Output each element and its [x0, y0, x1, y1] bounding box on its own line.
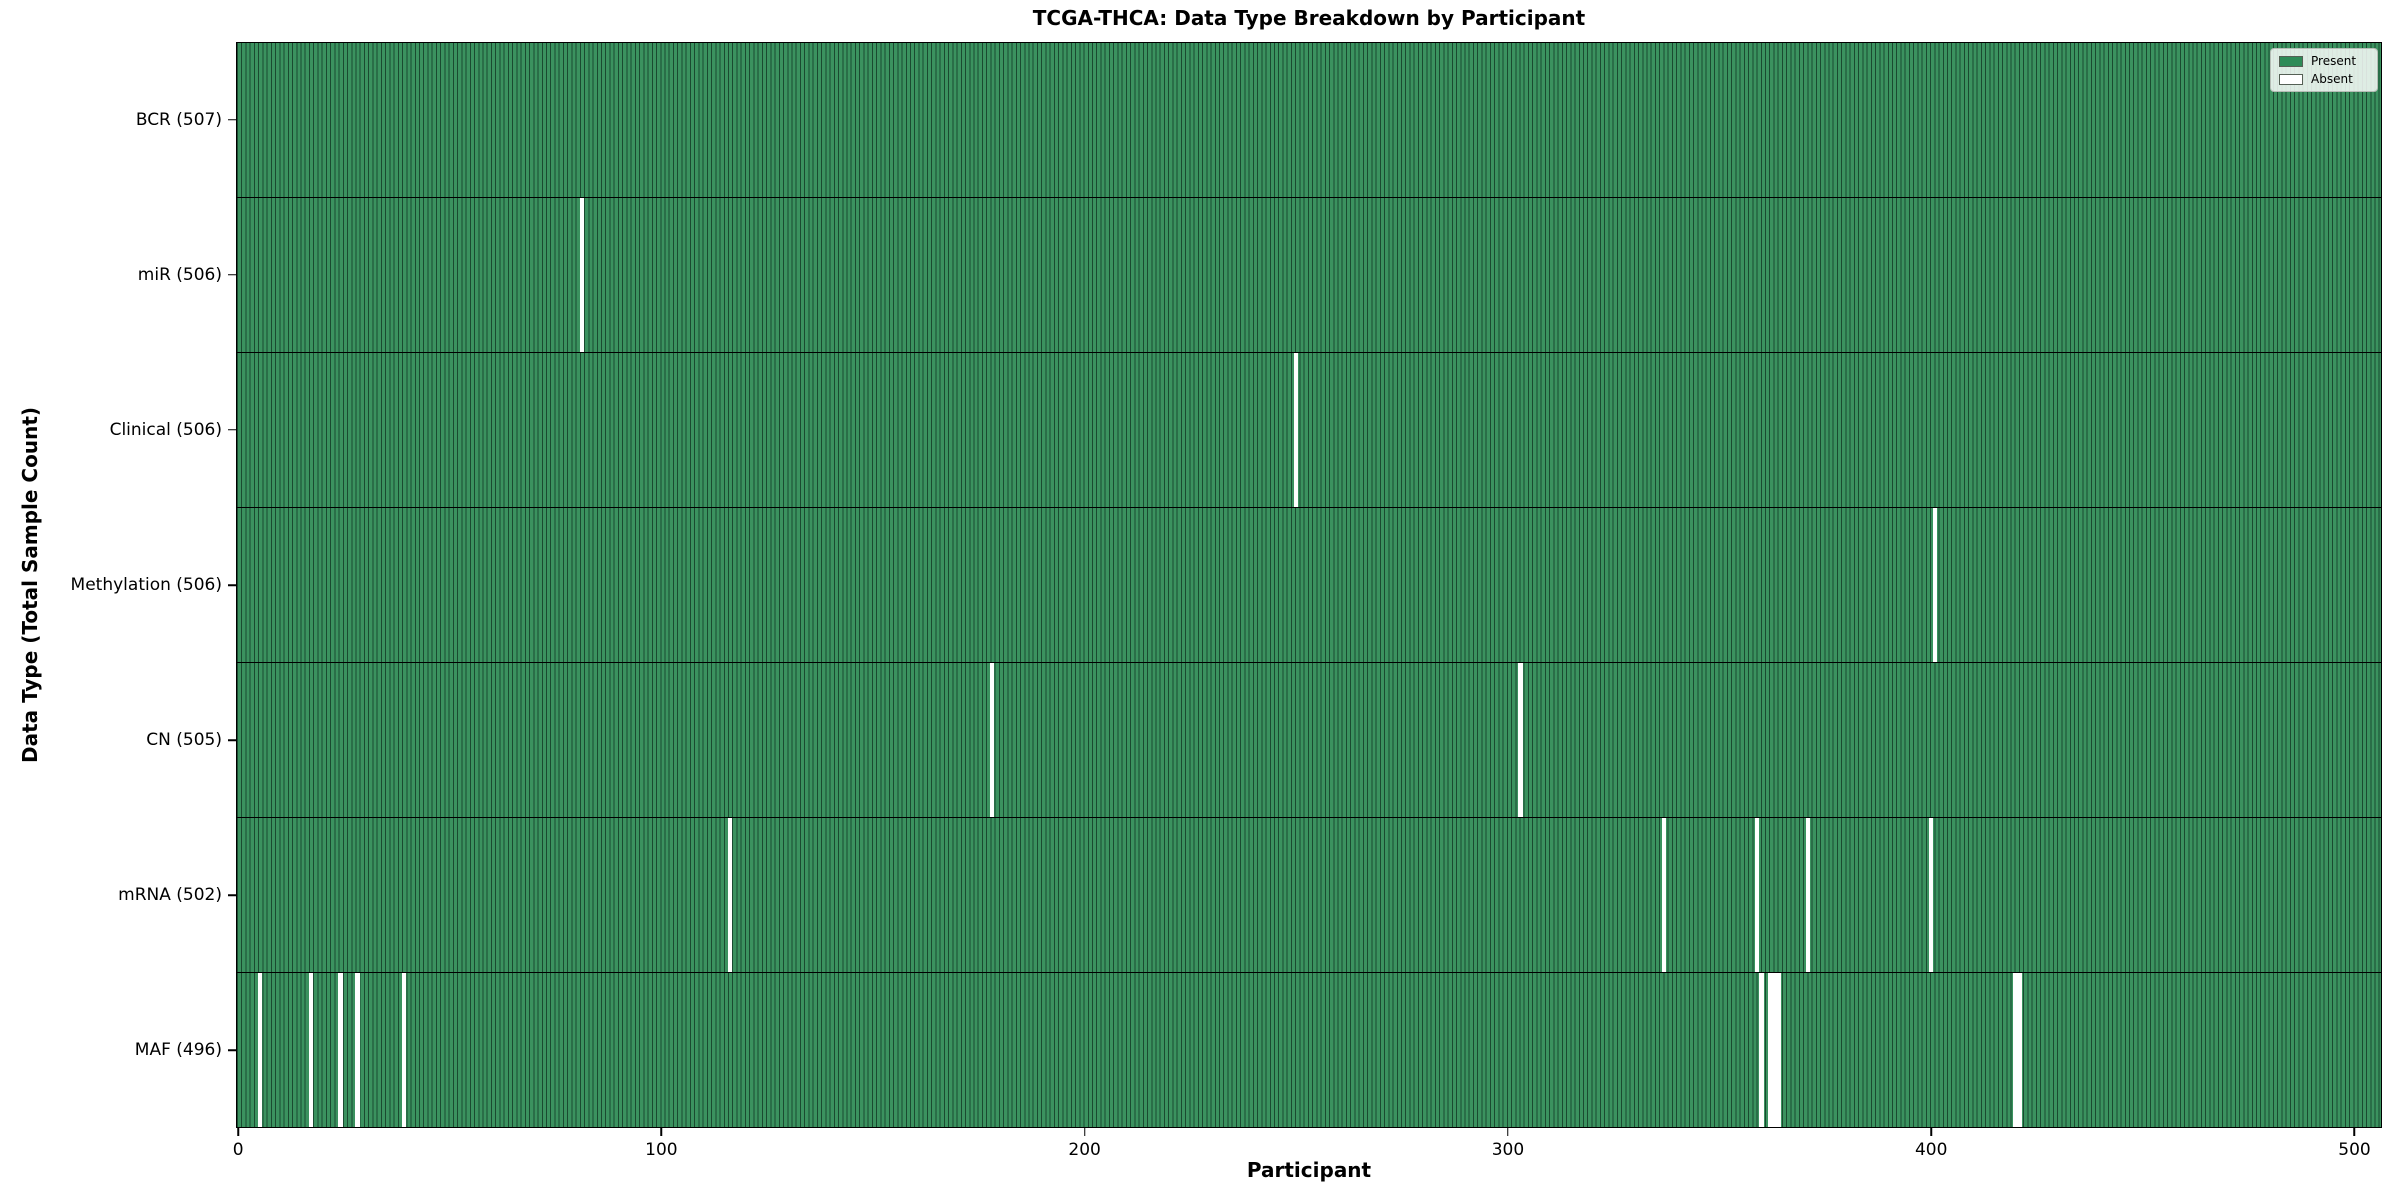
absent-swatch-icon — [2279, 73, 2303, 85]
absent-cell — [2017, 973, 2022, 1127]
legend: Present Absent — [2270, 48, 2378, 92]
heatmap-row-BCR — [237, 43, 2381, 197]
absent-cell — [1759, 973, 1764, 1127]
xtick-mark — [1930, 1128, 1932, 1136]
xtick-mark — [660, 1128, 663, 1136]
xtick-label-400: 400 — [1914, 1140, 1948, 1160]
absent-cell — [401, 973, 407, 1127]
legend-absent-label: Absent — [2311, 72, 2353, 86]
ytick-mark — [228, 118, 236, 121]
legend-entry-present: Present — [2279, 54, 2369, 68]
absent-cell — [989, 663, 994, 817]
ytick-mark — [228, 1049, 236, 1052]
xtick-label-0: 0 — [232, 1140, 244, 1160]
xtick-mark — [1083, 1128, 1086, 1136]
absent-cell — [355, 973, 360, 1127]
absent-cell — [1755, 818, 1760, 972]
xtick-mark — [237, 1128, 239, 1136]
heatmap-row-mRNA — [237, 817, 2381, 972]
ytick-label-mRNA: mRNA (502) — [118, 885, 222, 906]
heatmap-plot-area — [236, 42, 2382, 1128]
absent-cell — [258, 973, 263, 1127]
x-axis-tick-area: 0 100 200 300 400 500 — [232, 1128, 2382, 1174]
absent-cell — [2013, 973, 2018, 1127]
xtick-label-100: 100 — [645, 1140, 678, 1160]
ytick-label-CN: CN (505) — [146, 730, 222, 751]
xtick-label-200: 200 — [1068, 1140, 1101, 1160]
legend-entry-absent: Absent — [2279, 72, 2369, 86]
xtick-mark — [2353, 1128, 2356, 1136]
xtick-mark — [1507, 1128, 1509, 1136]
legend-present-label: Present — [2311, 54, 2357, 68]
absent-cell — [1776, 973, 1781, 1127]
absent-cell — [1932, 508, 1937, 662]
ytick-label-Clinical: Clinical (506) — [109, 419, 222, 440]
ytick-mark — [228, 894, 236, 897]
absent-cell — [1518, 663, 1523, 817]
ytick-mark — [228, 273, 236, 276]
absent-cell — [1662, 818, 1667, 972]
heatmap-row-CN — [237, 662, 2381, 817]
y-axis-tick-area: BCR (507) miR (506) Clinical (506) Methylat… — [0, 42, 236, 1128]
absent-cell — [1805, 818, 1811, 972]
ytick-mark — [228, 429, 236, 431]
absent-cell — [338, 973, 343, 1127]
chart-title: TCGA-THCA: Data Type Breakdown by Partic… — [1032, 6, 1586, 30]
present-swatch-icon — [2279, 55, 2303, 67]
ytick-label-miR: miR (506) — [137, 264, 222, 285]
xtick-label-300: 300 — [1491, 1140, 1525, 1160]
xtick-label-500: 500 — [2338, 1140, 2371, 1160]
absent-cell — [308, 973, 314, 1127]
heatmap-row-Clinical — [237, 352, 2381, 507]
heatmap-row-MAF — [237, 972, 2381, 1127]
absent-cell — [1767, 973, 1773, 1127]
ytick-mark — [228, 739, 236, 741]
x-axis-label: Participant — [1246, 1158, 1372, 1182]
ytick-label-Methylation: Methylation (506) — [70, 575, 222, 595]
heatmap-row-miR — [237, 197, 2381, 352]
ytick-mark — [228, 584, 236, 586]
ytick-label-MAF: MAF (496) — [134, 1040, 222, 1061]
absent-cell — [1928, 818, 1933, 972]
heatmap-row-Methylation — [237, 507, 2381, 662]
absent-cell — [579, 198, 584, 352]
absent-cell — [1772, 973, 1777, 1127]
ytick-label-BCR: BCR (507) — [135, 109, 222, 130]
absent-cell — [727, 818, 732, 972]
absent-cell — [1294, 353, 1299, 507]
